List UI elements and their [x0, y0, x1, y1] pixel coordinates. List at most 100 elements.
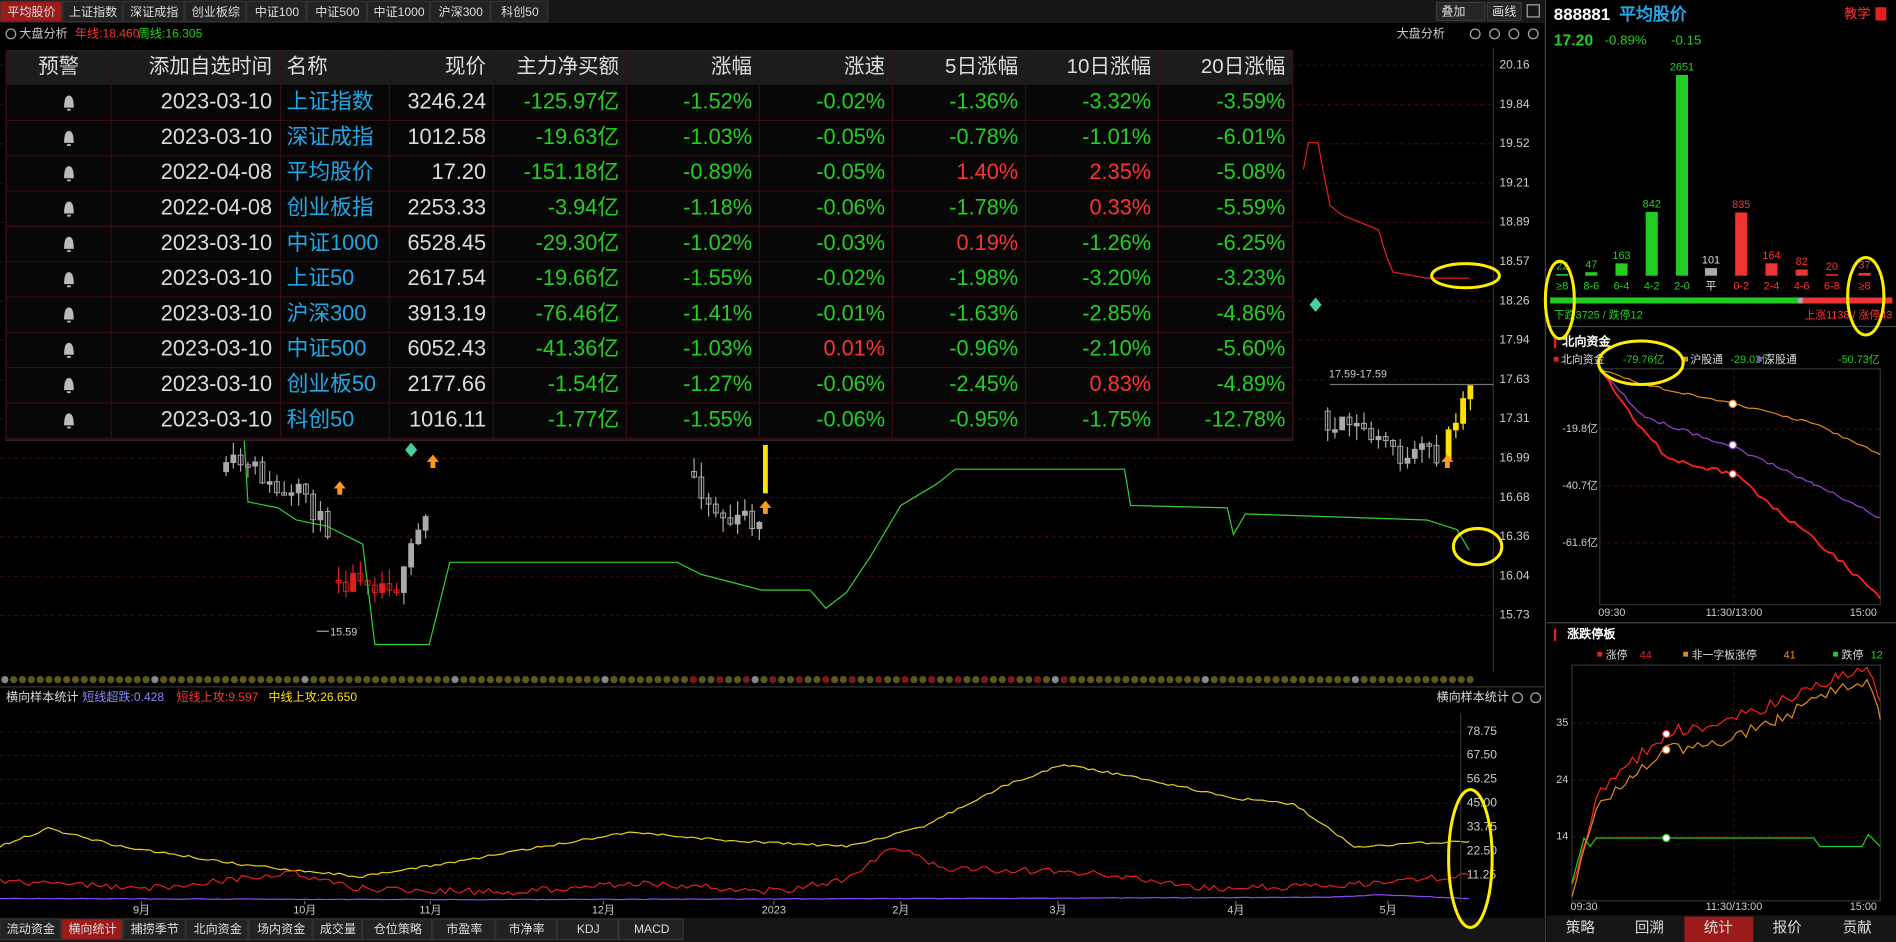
- tab[interactable]: [184, 0, 247, 23]
- table-cell: -3.94亿: [548, 194, 619, 219]
- dot: [1378, 675, 1386, 684]
- dot: [107, 675, 115, 684]
- tab-label: 深证成指: [130, 4, 178, 19]
- icon[interactable]: [1508, 28, 1520, 40]
- bell-icon[interactable]: [64, 378, 74, 394]
- candle: [691, 471, 697, 478]
- dot: [1201, 675, 1209, 684]
- tab[interactable]: [618, 918, 684, 941]
- tab-label[interactable]: 统计: [1704, 920, 1733, 937]
- table-cell[interactable]: 沪深300: [287, 300, 367, 325]
- tab[interactable]: [366, 0, 430, 23]
- table-cell[interactable]: 科创50: [287, 406, 355, 431]
- table-header: 预警: [38, 55, 79, 78]
- dot: [248, 675, 256, 684]
- icon[interactable]: [1469, 28, 1481, 40]
- dot: [62, 675, 71, 684]
- price: 17.20: [1554, 32, 1594, 49]
- candle: [756, 521, 763, 530]
- bell-icon[interactable]: [64, 413, 74, 429]
- dot: [627, 675, 636, 684]
- tab-label[interactable]: 报价: [1773, 920, 1802, 937]
- tab[interactable]: [246, 0, 307, 23]
- tab[interactable]: [62, 0, 123, 23]
- line: [1599, 366, 1881, 519]
- table-cell[interactable]: 平均股价: [287, 159, 374, 184]
- bell-icon[interactable]: [64, 236, 74, 252]
- table-cell[interactable]: 中证1000: [287, 230, 379, 255]
- dot: [804, 675, 812, 684]
- price-axis-label: 16.36: [1499, 529, 1530, 543]
- candle: [1397, 445, 1404, 464]
- candle: [1390, 440, 1396, 447]
- tab[interactable]: [61, 918, 123, 941]
- table-cell: -12.78%: [1204, 406, 1285, 431]
- table-cell[interactable]: 中证500: [287, 336, 367, 361]
- tab[interactable]: [0, 0, 63, 23]
- dot: [830, 675, 839, 684]
- table-cell[interactable]: 创业板指: [287, 194, 374, 219]
- button-label: 画线: [1492, 4, 1516, 18]
- table-cell: 0.19%: [956, 230, 1018, 255]
- tab[interactable]: [490, 0, 549, 23]
- table-cell[interactable]: 上证指数: [287, 89, 374, 114]
- bar-label: 4-6: [1794, 280, 1810, 292]
- button[interactable]: [1435, 1, 1486, 22]
- dot: [124, 675, 133, 684]
- tab[interactable]: [556, 918, 619, 941]
- table-cell[interactable]: 上证50: [287, 265, 355, 290]
- icon[interactable]: [1875, 7, 1887, 21]
- line: [0, 894, 1470, 901]
- tab[interactable]: [248, 918, 313, 941]
- button[interactable]: [1486, 1, 1522, 22]
- month-label: 2023: [762, 904, 786, 916]
- month-label: 11月: [419, 904, 441, 916]
- table-cell[interactable]: 创业板50: [287, 371, 376, 396]
- candle: [237, 454, 244, 466]
- icon[interactable]: [1489, 28, 1500, 40]
- candle: [324, 510, 331, 538]
- tab[interactable]: [495, 918, 557, 941]
- table-cell: 2617.54: [407, 265, 486, 290]
- dot: [883, 675, 892, 684]
- tab[interactable]: [306, 0, 367, 23]
- tab[interactable]: [432, 918, 496, 941]
- month-label: 10月: [293, 904, 316, 916]
- bell-icon[interactable]: [64, 272, 74, 288]
- tab[interactable]: [122, 0, 185, 23]
- bell-icon[interactable]: [64, 342, 74, 358]
- dot: [177, 675, 186, 684]
- bell-icon[interactable]: [64, 95, 74, 111]
- dot: [601, 675, 609, 684]
- table-cell: 3913.19: [407, 300, 486, 325]
- price-axis-label: 20.16: [1499, 57, 1530, 71]
- candle: [393, 589, 400, 594]
- bell-icon[interactable]: [64, 307, 74, 323]
- tab[interactable]: [185, 918, 249, 941]
- dot: [460, 675, 468, 684]
- tab-label[interactable]: 回溯: [1635, 920, 1664, 937]
- candle: [288, 492, 295, 496]
- table-cell: -0.78%: [949, 124, 1018, 149]
- tab[interactable]: [362, 918, 433, 941]
- icon[interactable]: [1512, 692, 1523, 704]
- bell-icon[interactable]: [64, 130, 74, 146]
- candle: [1404, 457, 1411, 464]
- candle: [379, 583, 386, 593]
- bell-icon[interactable]: [64, 166, 74, 182]
- dot: [769, 675, 777, 684]
- bar: [1735, 212, 1748, 276]
- tab[interactable]: [122, 918, 186, 941]
- tab[interactable]: [312, 918, 363, 941]
- table-cell[interactable]: 深证成指: [287, 124, 374, 149]
- tab-label[interactable]: 策略: [1566, 920, 1595, 937]
- icon[interactable]: [1526, 4, 1540, 18]
- icon[interactable]: [1527, 28, 1539, 40]
- help[interactable]: 教学: [1844, 6, 1871, 21]
- bell-icon[interactable]: [64, 201, 74, 217]
- legend-value: -50.73亿: [1838, 353, 1880, 366]
- tab-label[interactable]: 贡献: [1843, 920, 1872, 937]
- icon[interactable]: [1530, 692, 1542, 704]
- tab[interactable]: [429, 0, 491, 23]
- tab[interactable]: [0, 918, 62, 941]
